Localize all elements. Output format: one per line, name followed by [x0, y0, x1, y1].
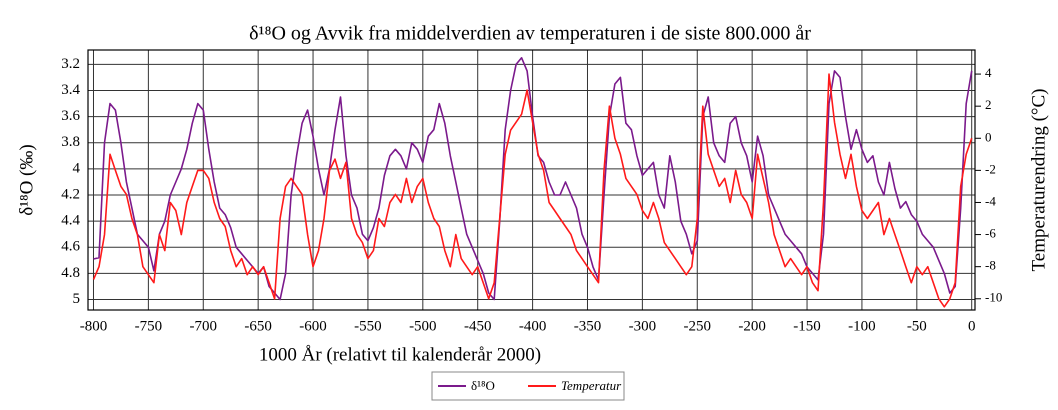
y-tick-label: 3.2 — [61, 56, 80, 72]
plot-frame — [87, 49, 976, 311]
legend-label: Temperatur — [561, 378, 622, 393]
x-tick-label: -600 — [299, 318, 327, 334]
series-line — [92, 73, 973, 308]
x-tick-label: -250 — [684, 318, 712, 334]
y2-tick-label: -8 — [985, 258, 996, 273]
x-tick-label: -150 — [793, 318, 821, 334]
y-tick-label: 4.8 — [61, 265, 80, 281]
y-tick-label: 4.2 — [61, 186, 80, 202]
series-line — [93, 57, 973, 301]
x-tick-label: -500 — [409, 318, 437, 334]
y-tick-label: 3.4 — [61, 82, 80, 98]
y-tick-label: 3.6 — [61, 108, 80, 124]
x-tick-label: -400 — [519, 318, 547, 334]
y-axis-label: δ¹⁸O (‰) — [16, 144, 37, 215]
y-tick-label: 4.6 — [61, 239, 80, 255]
y2-axis-label: Temperaturendring (°C) — [1028, 88, 1049, 271]
x-tick-label: -650 — [244, 318, 272, 334]
legend-label: δ¹⁸O — [471, 378, 495, 393]
x-tick-label: 0 — [968, 318, 976, 334]
y2-tick-label: -4 — [985, 193, 996, 208]
x-tick-label: -350 — [574, 318, 602, 334]
y-tick-label: 4.4 — [61, 213, 80, 229]
y2-tick-label: 0 — [985, 129, 992, 144]
y2-tick-label: -2 — [985, 161, 996, 176]
x-tick-label: -100 — [848, 318, 876, 334]
y-tick-label: 3.8 — [61, 134, 80, 150]
x-tick-label: -750 — [135, 318, 163, 334]
x-tick-label: -800 — [80, 318, 108, 334]
y2-tick-label: 2 — [985, 97, 992, 112]
x-axis-label: 1000 År (relativt til kalenderår 2000) — [259, 344, 541, 365]
y2-tick-label: -10 — [985, 290, 1002, 305]
x-tick-label: -50 — [907, 318, 927, 334]
x-tick-label: -450 — [464, 318, 492, 334]
x-tick-label: -700 — [190, 318, 218, 334]
x-tick-label: -300 — [629, 318, 657, 334]
chart-title: δ¹⁸O og Avvik fra middelverdien av tempe… — [249, 23, 811, 45]
y2-tick-label: -6 — [985, 226, 996, 241]
x-tick-label: -550 — [354, 318, 382, 334]
y-tick-label: 5 — [73, 291, 81, 307]
x-tick-label: -200 — [738, 318, 766, 334]
y-tick-label: 4 — [73, 160, 81, 176]
y2-tick-label: 4 — [985, 65, 992, 80]
